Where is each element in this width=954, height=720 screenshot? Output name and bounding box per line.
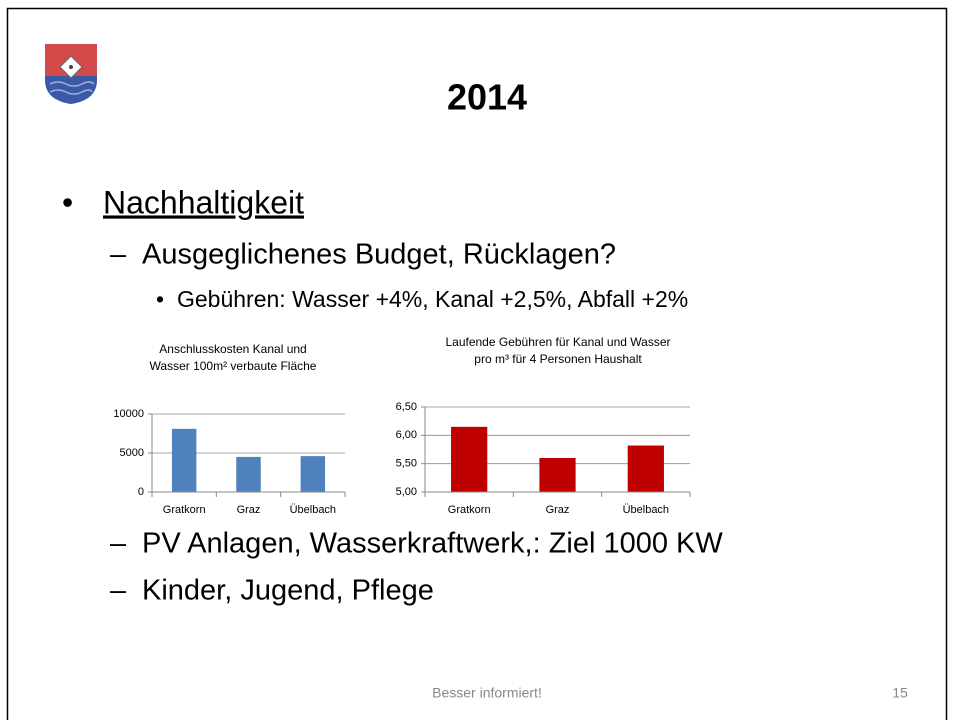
chart-title: Anschlusskosten Kanal und Wasser 100m² v… — [149, 342, 317, 373]
bullet-text: Nachhaltigkeit — [103, 184, 304, 220]
bullet-marker: – — [110, 575, 127, 607]
y-tick-label: 10000 — [113, 408, 144, 420]
y-tick-label: 5,50 — [396, 458, 417, 470]
y-tick-label: 0 — [138, 486, 144, 498]
x-tick-label: Übelbach — [290, 504, 336, 516]
bar — [627, 445, 664, 492]
bullet-text: Ausgeglichenes Budget, Rücklagen? — [142, 239, 616, 271]
bullet-marker: • — [62, 184, 73, 220]
x-tick-label: Gratkorn — [163, 504, 206, 516]
x-tick-label: Graz — [237, 504, 261, 516]
chart-title: Laufende Gebühren für Kanal und Wasser p… — [445, 335, 671, 366]
x-tick-label: Graz — [546, 504, 570, 516]
logo — [45, 44, 97, 104]
bullet-marker: • — [156, 286, 164, 312]
x-tick-label: Gratkorn — [448, 504, 491, 516]
footer: Besser informiert! — [432, 685, 542, 701]
bullet-marker: – — [110, 528, 127, 560]
bullet-text: PV Anlagen, Wasserkraftwerk,: Ziel 1000 … — [142, 528, 723, 560]
page-number: 15 — [892, 685, 908, 701]
y-tick-label: 5,00 — [396, 486, 417, 498]
bar — [300, 456, 326, 492]
y-tick-label: 6,50 — [396, 401, 417, 413]
slide-border — [6, 7, 948, 720]
x-tick-label: Übelbach — [623, 504, 669, 516]
y-tick-label: 6,00 — [396, 429, 417, 441]
bullet-text: Gebühren: Wasser +4%, Kanal +2,5%, Abfal… — [177, 286, 688, 312]
bullet-marker: – — [110, 239, 127, 271]
bar — [451, 426, 488, 492]
bullet-text: Kinder, Jugend, Pflege — [142, 575, 434, 607]
bar — [236, 456, 261, 492]
slide-title: 2014 — [447, 77, 527, 118]
bar — [539, 458, 576, 492]
y-tick-label: 5000 — [120, 447, 144, 459]
bar — [171, 428, 197, 492]
